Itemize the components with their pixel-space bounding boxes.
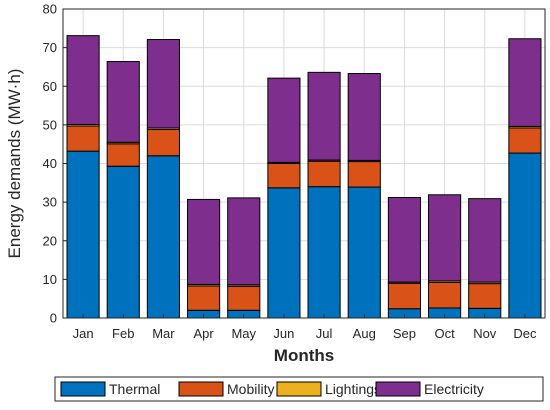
- bar-thermal-jan: [66, 150, 100, 319]
- bar-electricity-apr: [187, 198, 221, 285]
- y-tick-label: 30: [43, 195, 57, 210]
- bar-electricity-nov: [468, 198, 502, 283]
- bar-electricity-may: [227, 197, 261, 286]
- bar-thermal-jun: [267, 187, 301, 319]
- legend-label-mobility: Mobility: [227, 381, 274, 397]
- bar-electricity-aug: [347, 73, 381, 161]
- bar-mobility-may: [227, 285, 261, 311]
- x-tick-label: Dec: [513, 326, 537, 341]
- y-tick-label: 70: [43, 40, 57, 55]
- x-axis-title: Months: [274, 346, 334, 365]
- bar-electricity-jan: [66, 35, 100, 125]
- bar-mobility-oct: [428, 281, 462, 309]
- x-tick-label: Apr: [193, 326, 214, 341]
- x-tick-label: Jul: [316, 326, 333, 341]
- bar-mobility-apr: [187, 285, 221, 311]
- bar-electricity-feb: [106, 61, 140, 143]
- bar-electricity-mar: [146, 39, 180, 129]
- bar-electricity-jun: [267, 77, 301, 163]
- bar-electricity-oct: [428, 194, 462, 282]
- legend-swatch-mobility: [178, 381, 224, 397]
- bar-thermal-aug: [347, 186, 381, 319]
- bar-thermal-jul: [307, 186, 341, 319]
- legend-label-electricity: Electricity: [424, 381, 484, 397]
- y-tick-label: 60: [43, 79, 57, 94]
- legend-label-lightings: Lightings: [325, 381, 381, 397]
- legend-swatch-lightings: [276, 381, 322, 397]
- x-tick-label: Jan: [73, 326, 94, 341]
- y-axis-ticks: 0 10 20 30 40 50 60 70 80: [43, 2, 67, 326]
- x-tick-label: Feb: [112, 326, 134, 341]
- legend-swatch-electricity: [375, 381, 421, 397]
- legend-swatch-thermal: [60, 381, 106, 397]
- x-tick-label: Aug: [353, 326, 376, 341]
- bar-mobility-feb: [106, 143, 140, 167]
- y-tick-label: 10: [43, 272, 57, 287]
- bar-mobility-jun: [267, 163, 301, 189]
- x-tick-label: Oct: [434, 326, 455, 341]
- bar-mobility-aug: [347, 161, 381, 188]
- x-tick-label: Sep: [393, 326, 416, 341]
- y-tick-label: 80: [43, 2, 57, 17]
- bar-electricity-jul: [307, 71, 341, 161]
- x-tick-label: Nov: [473, 326, 497, 341]
- y-tick-label: 50: [43, 117, 57, 132]
- x-axis-ticks: Jan Feb Mar Apr May Jun Jul Aug Sep Oct Nov Dec: [73, 314, 537, 341]
- bar-mobility-sep: [387, 282, 421, 310]
- bar-electricity-dec: [508, 38, 542, 127]
- legend: Thermal Mobility Lightings Electricity: [54, 376, 544, 402]
- bar-mobility-jul: [307, 160, 341, 188]
- y-tick-label: 0: [50, 311, 57, 326]
- bar-thermal-mar: [146, 155, 180, 319]
- bar-mobility-mar: [146, 129, 180, 157]
- bar-mobility-dec: [508, 127, 542, 154]
- y-tick-label: 40: [43, 156, 57, 171]
- legend-label-thermal: Thermal: [109, 381, 160, 397]
- bar-mobility-nov: [468, 283, 502, 309]
- bar-mobility-jan: [66, 125, 100, 152]
- y-tick-label: 20: [43, 233, 57, 248]
- bar-electricity-sep: [387, 196, 421, 283]
- bar-thermal-dec: [508, 152, 542, 319]
- x-tick-label: Jun: [273, 326, 294, 341]
- bars: [66, 35, 542, 319]
- x-tick-label: Mar: [152, 326, 175, 341]
- bar-thermal-feb: [106, 165, 140, 319]
- x-tick-label: May: [231, 326, 256, 341]
- y-axis-title: Energy demands (MW·h): [5, 69, 24, 259]
